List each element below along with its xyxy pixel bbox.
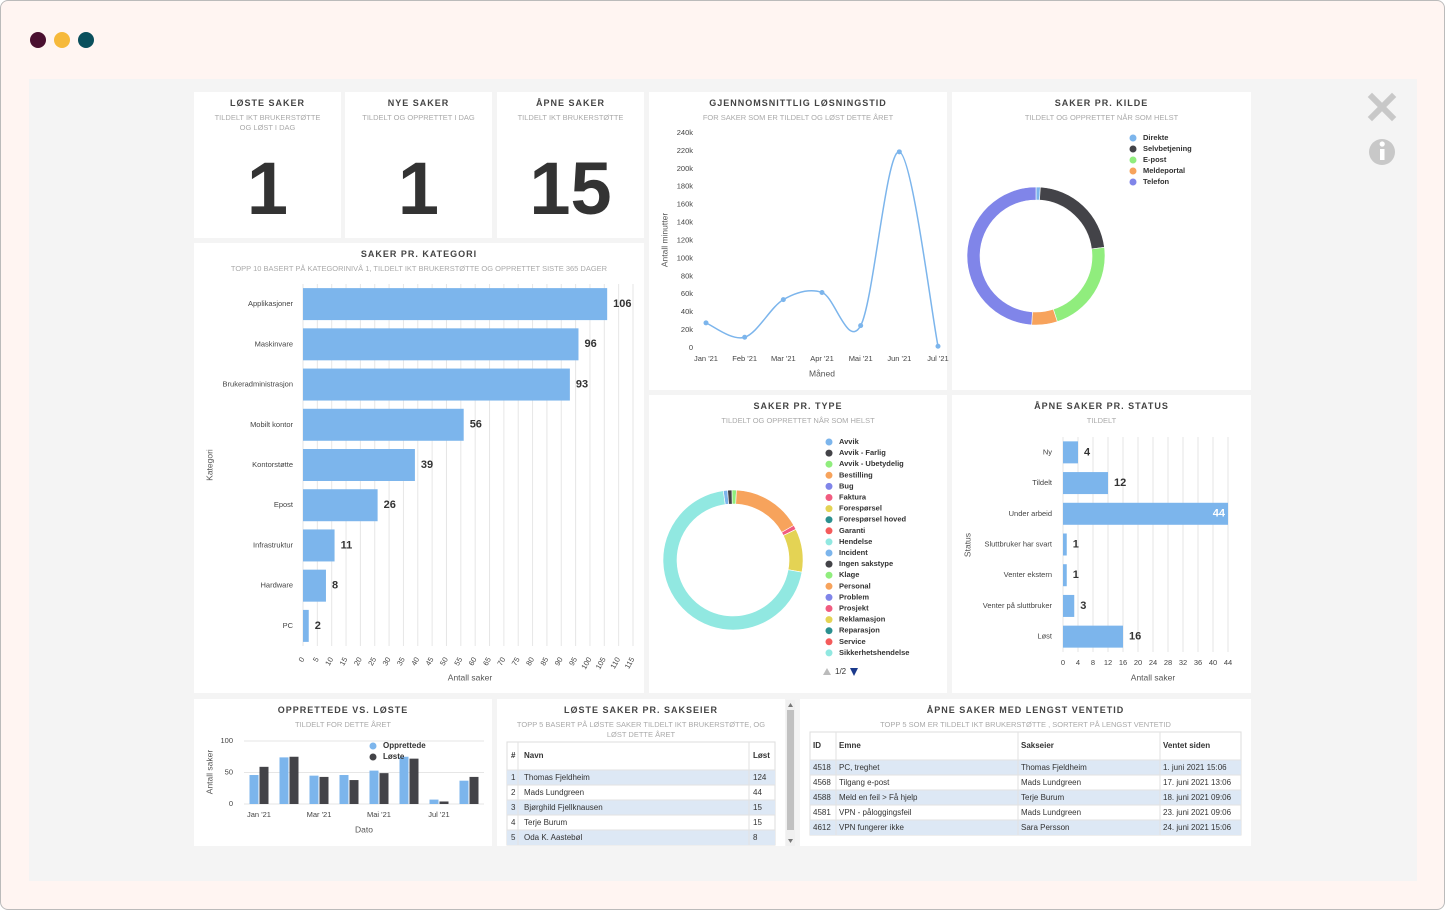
panel-subtitle: TILDELT FOR DETTE ÅRET — [295, 720, 391, 729]
panel-subtitle: TILDELT OG OPPRETTET I DAG — [362, 113, 475, 122]
side-icons — [1367, 92, 1397, 165]
panel-subtitle: TILDELT IKT BRUKERSTØTTE — [517, 113, 624, 122]
panel: ÅPNE SAKER TILDELT IKT BRUKERSTØTTE 15 — [497, 92, 644, 238]
panel-subtitle: TILDELT IKT BRUKERSTØTTE OG LØST I DAG — [214, 113, 321, 132]
panel-title: LØSTE SAKER PR. SAKSEIER — [563, 705, 719, 715]
panel-subtitle: FOR SAKER SOM ER TILDELT OG LØST DETTE Å… — [702, 113, 894, 122]
kpi-value: 1 — [397, 147, 440, 230]
panel-subtitle: TILDELT — [1086, 416, 1117, 425]
panel-subtitle: TOPP 10 BASERT PÅ KATEGORINIVÅ 1, TILDEL… — [230, 264, 608, 273]
panel-title: LØSTE SAKER — [229, 98, 305, 108]
panel-title: GJENNOMSNITTLIG LØSNINGSTID — [709, 98, 887, 108]
panel-title: ÅPNE SAKER PR. STATUS — [1034, 401, 1169, 411]
panel-subtitle: TILDELT OG OPPRETTET NÅR SOM HELST — [1024, 113, 1179, 122]
panel: LØSTE SAKER TILDELT IKT BRUKERSTØTTE OG L… — [194, 92, 341, 238]
info-icon[interactable] — [1369, 139, 1395, 165]
panel-subtitle: TOPP 5 BASERT PÅ LØSTE SAKER TILDELT IKT… — [516, 720, 766, 739]
panel-subtitle: TOPP 5 SOM ER TILDELT IKT BRUKERSTØTTE ,… — [880, 720, 1171, 729]
panel: LØSTE SAKER PR. SAKSEIER TOPP 5 BASERT PÅ… — [497, 699, 785, 846]
panel: NYE SAKER TILDELT OG OPPRETTET I DAG 1 — [345, 92, 492, 238]
window-dot[interactable] — [30, 32, 46, 48]
panel: ÅPNE SAKER MED LENGST VENTETID TOPP 5 SOM… — [800, 699, 1251, 846]
panel-subtitle: TILDELT OG OPPRETTET NÅR SOM HELST — [721, 416, 875, 425]
panel-title: SAKER PR. KATEGORI — [360, 249, 478, 259]
panel-title: ÅPNE SAKER — [535, 98, 605, 108]
kpi-value: 15 — [529, 147, 612, 230]
window-dot[interactable] — [78, 32, 94, 48]
panel-title: OPPRETTEDE VS. LØSTE — [277, 705, 409, 715]
panel: SAKER PR. TYPE TILDELT OG OPPRETTET NÅR S… — [649, 395, 947, 693]
panel-title: ÅPNE SAKER MED LENGST VENTETID — [926, 705, 1125, 715]
panel-title: SAKER PR. TYPE — [753, 401, 843, 411]
kpi-value: 1 — [246, 147, 289, 230]
panel: SAKER PR. KILDE TILDELT OG OPPRETTET NÅR … — [952, 92, 1251, 390]
window-dot[interactable] — [54, 32, 70, 48]
panel-title: SAKER PR. KILDE — [1054, 98, 1149, 108]
panel: SAKER PR. KATEGORI TOPP 10 BASERT PÅ KATE… — [194, 243, 644, 693]
panel: GJENNOMSNITTLIG LØSNINGSTID FOR SAKER SOM… — [649, 92, 947, 390]
close-icon[interactable] — [1367, 92, 1397, 122]
panel: OPPRETTEDE VS. LØSTE TILDELT FOR DETTE ÅR… — [194, 699, 492, 846]
panel: ÅPNE SAKER PR. STATUS TILDELT — [952, 395, 1251, 693]
panel-title: NYE SAKER — [387, 98, 450, 108]
